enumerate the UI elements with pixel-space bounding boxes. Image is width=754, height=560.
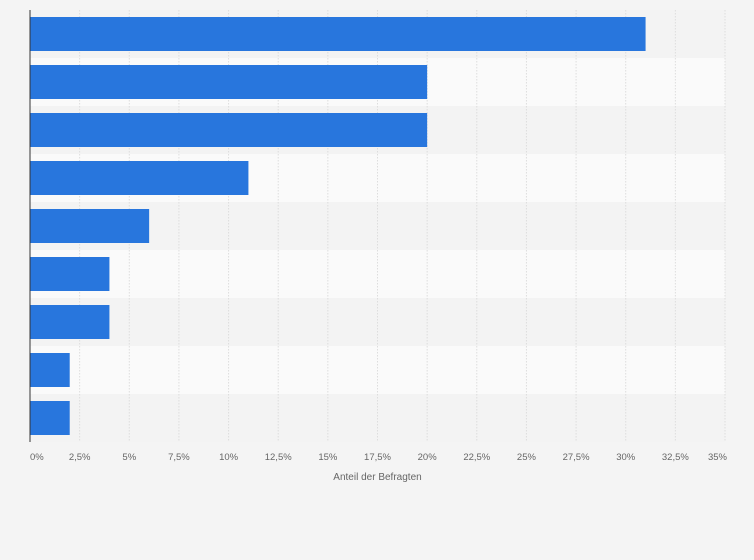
- x-axis-title: Anteil der Befragten: [333, 472, 421, 483]
- x-tick-labels: 0% 2,5% 5% 7,5% 10% 12,5% 15% 17,5% 20% 22,5% 25% 2…: [30, 452, 728, 463]
- x-tick-label: 2,5%: [69, 452, 91, 463]
- bar: [30, 113, 428, 147]
- bar: [30, 353, 70, 387]
- x-tick-label: 5%: [122, 452, 136, 463]
- bar: [30, 257, 110, 291]
- bar: [30, 209, 150, 243]
- x-tick-label: 0%: [30, 452, 44, 463]
- x-tick-label: 27,5%: [563, 452, 590, 463]
- x-tick-label: 15%: [318, 452, 338, 463]
- bar: [30, 17, 646, 51]
- bar: [30, 401, 70, 435]
- x-tick-label: 30%: [616, 452, 636, 463]
- x-tick-label: 22,5%: [463, 452, 490, 463]
- bar: [30, 161, 249, 195]
- x-tick-label: 12,5%: [265, 452, 292, 463]
- x-tick-label: 25%: [517, 452, 537, 463]
- x-tick-label: 7,5%: [168, 452, 190, 463]
- x-tick-label: 35%: [708, 452, 728, 463]
- x-tick-label: 17,5%: [364, 452, 391, 463]
- bars: [30, 17, 646, 435]
- bar: [30, 305, 110, 339]
- x-tick-label: 20%: [418, 452, 438, 463]
- x-tick-label: 10%: [219, 452, 239, 463]
- x-tick-label: 32,5%: [662, 452, 689, 463]
- bar: [30, 65, 428, 99]
